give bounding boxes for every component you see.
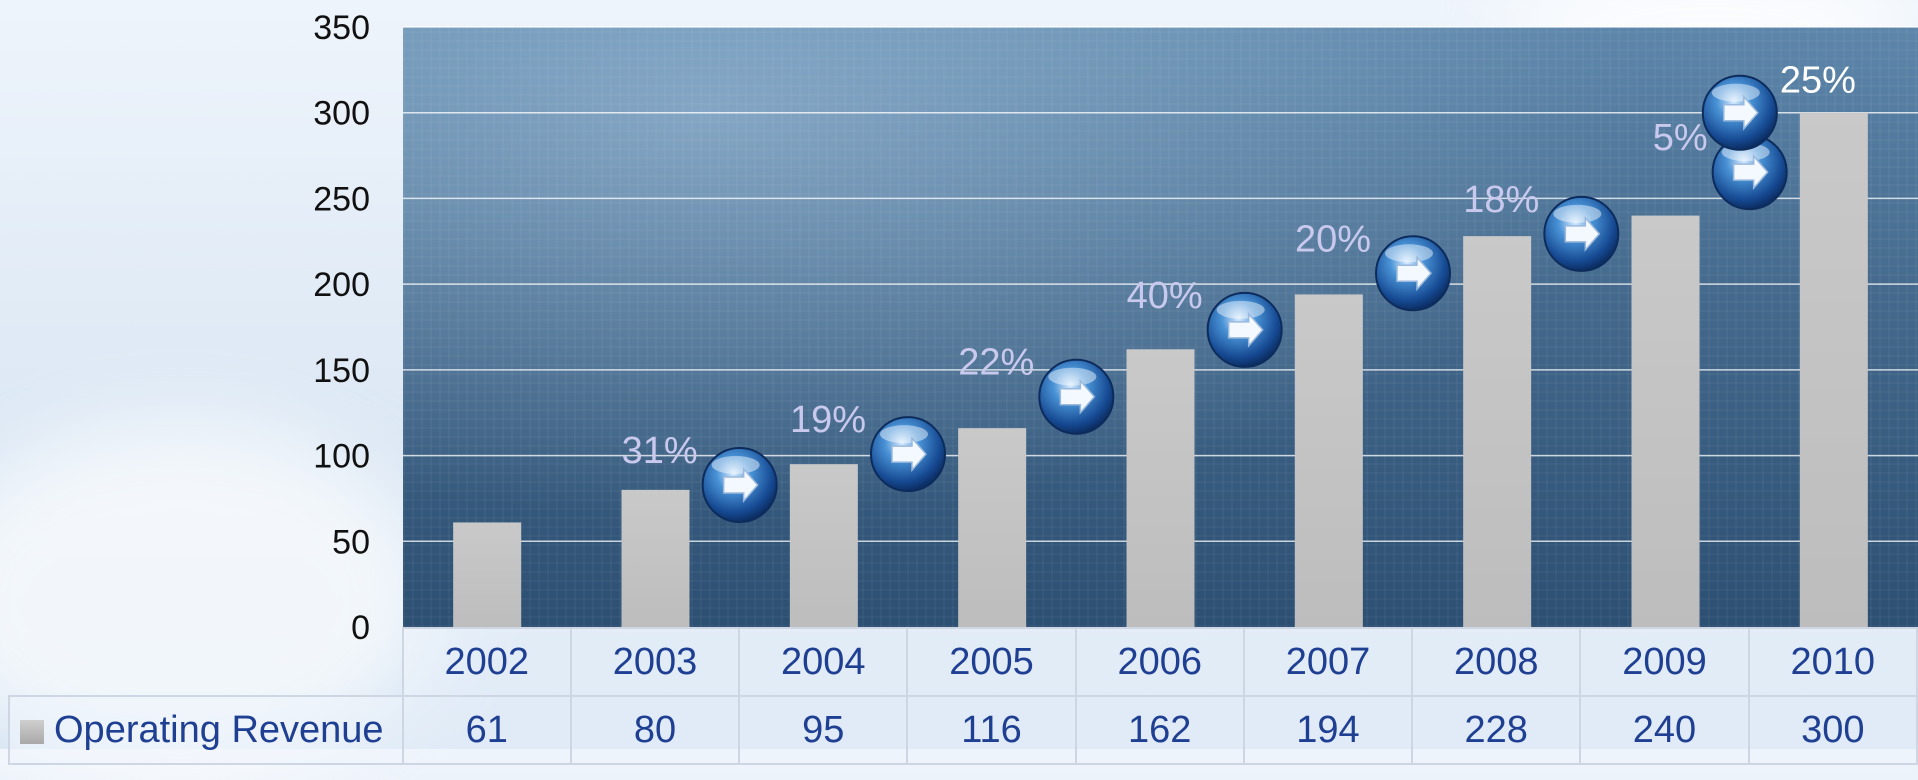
bar bbox=[1126, 349, 1195, 627]
y-tick-label: 350 bbox=[313, 9, 370, 47]
arrow-icon bbox=[1723, 94, 1759, 131]
data-table: 2002 2003 2004 2005 2006 2007 2008 2009 … bbox=[8, 627, 1918, 765]
growth-marker: 31% bbox=[622, 430, 778, 523]
orb-highlight bbox=[1048, 367, 1097, 386]
category-cell: 2003 bbox=[569, 627, 741, 697]
bar bbox=[789, 464, 858, 627]
arrow-icon bbox=[1564, 215, 1601, 252]
y-tick-label: 200 bbox=[313, 266, 370, 304]
category-cell: 2008 bbox=[1411, 627, 1582, 697]
orb-highlight bbox=[711, 456, 760, 474]
arrow-icon bbox=[722, 467, 759, 503]
growth-label: 40% bbox=[1127, 275, 1203, 317]
legend-swatch bbox=[20, 719, 44, 744]
category-cell: 2005 bbox=[906, 627, 1077, 697]
arrow-icon bbox=[1396, 255, 1432, 292]
orb-highlight bbox=[1385, 244, 1433, 263]
category-cell: 2007 bbox=[1242, 627, 1414, 697]
growth-marker: 18% bbox=[1463, 179, 1620, 272]
y-tick-label: 250 bbox=[313, 180, 370, 218]
growth-marker: 25% bbox=[1701, 60, 1856, 151]
data-table-corner bbox=[9, 628, 403, 696]
growth-label: 31% bbox=[622, 430, 698, 472]
y-axis-ticks: 0 50 100 150 200 250 300 350 bbox=[313, 9, 370, 647]
value-cell: 228 bbox=[1411, 695, 1582, 765]
y-tick-label: 50 bbox=[332, 523, 370, 561]
arrow-icon bbox=[891, 436, 927, 473]
growth-marker: 40% bbox=[1127, 275, 1283, 368]
growth-marker: 19% bbox=[790, 399, 946, 493]
growth-label: 5% bbox=[1653, 117, 1708, 159]
category-cell: 2004 bbox=[738, 627, 909, 697]
orb-highlight bbox=[1553, 204, 1602, 223]
value-cell: 116 bbox=[906, 695, 1077, 765]
bars bbox=[453, 112, 1868, 628]
value-cell: 240 bbox=[1579, 695, 1750, 765]
growth-label: 25% bbox=[1780, 60, 1856, 102]
y-tick-label: 150 bbox=[313, 352, 370, 390]
data-table-header-row: 2002 2003 2004 2005 2006 2007 2008 2009 … bbox=[9, 627, 1918, 697]
value-cell: 300 bbox=[1747, 695, 1918, 765]
category-cell: 2002 bbox=[401, 627, 572, 697]
value-cell: 162 bbox=[1074, 695, 1245, 765]
value-cell: 194 bbox=[1242, 695, 1414, 765]
growth-marker: 5% bbox=[1653, 117, 1788, 211]
series-label: Operating Revenue bbox=[54, 708, 384, 751]
growth-label: 20% bbox=[1295, 218, 1371, 260]
bar bbox=[621, 489, 690, 627]
bar bbox=[1463, 236, 1532, 627]
growth-label: 22% bbox=[958, 342, 1034, 384]
bar bbox=[1631, 215, 1700, 628]
y-tick-label: 100 bbox=[313, 438, 370, 476]
bar bbox=[1799, 112, 1868, 627]
y-tick-label: 300 bbox=[313, 95, 370, 133]
growth-label: 19% bbox=[790, 399, 866, 441]
growth-marker: 20% bbox=[1295, 218, 1451, 312]
orb-highlight bbox=[1216, 300, 1265, 319]
bar bbox=[958, 428, 1027, 627]
category-cell: 2009 bbox=[1579, 627, 1750, 697]
bar bbox=[1294, 294, 1363, 627]
bar-chart: 0 50 100 150 200 250 300 350 31% 19% 22% 40% 20% 18%… bbox=[313, 9, 1868, 647]
growth-annotations: 31% 19% 22% 40% 20% 18% 5% 25% bbox=[622, 60, 1856, 523]
orb-highlight bbox=[880, 425, 928, 444]
value-cell: 80 bbox=[569, 695, 741, 765]
category-cell: 2006 bbox=[1074, 627, 1245, 697]
arrow-icon bbox=[1732, 154, 1769, 191]
value-cell: 61 bbox=[401, 695, 572, 765]
growth-label: 18% bbox=[1463, 179, 1539, 221]
growth-marker: 22% bbox=[958, 342, 1115, 435]
orb-highlight bbox=[1711, 83, 1760, 102]
arrow-icon bbox=[1059, 378, 1096, 415]
y-tick-label: 0 bbox=[351, 609, 370, 647]
data-table-series-row: Operating Revenue 61 80 95 116 162 194 2… bbox=[8, 695, 1918, 765]
category-cell: 2010 bbox=[1747, 627, 1918, 697]
value-cell: 95 bbox=[738, 695, 909, 765]
arrow-icon bbox=[1227, 311, 1264, 348]
bar bbox=[453, 522, 522, 627]
series-label-cell: Operating Revenue bbox=[8, 695, 404, 765]
